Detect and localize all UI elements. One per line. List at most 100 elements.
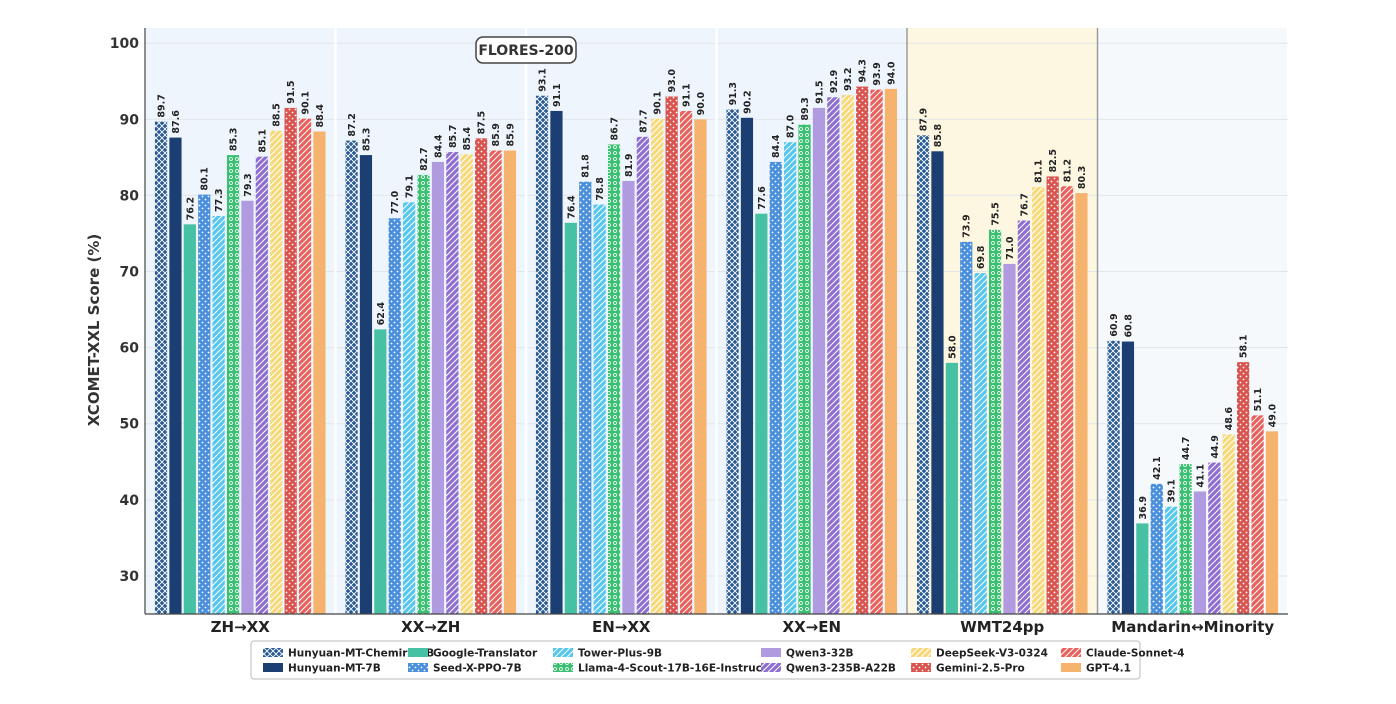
bar <box>298 118 312 615</box>
bar <box>1222 434 1235 614</box>
value-label: 76.4 <box>566 195 577 219</box>
bar <box>1060 186 1074 615</box>
value-label: 87.5 <box>477 111 488 134</box>
legend-label: Hunyuan-MT-7B <box>288 663 381 675</box>
value-label: 82.7 <box>419 147 430 170</box>
value-label: 81.8 <box>581 154 592 178</box>
y-tick-label: 90 <box>120 112 140 128</box>
value-label: 77.0 <box>390 190 401 214</box>
bar <box>1265 431 1279 614</box>
value-label: 85.9 <box>505 123 516 146</box>
x-tick-label: WMT24pp <box>960 618 1044 636</box>
value-label: 49.0 <box>1267 404 1278 428</box>
legend-label: Qwen3-32B <box>786 648 854 660</box>
bar <box>1003 263 1016 614</box>
value-label: 93.2 <box>843 68 854 91</box>
bar <box>374 329 387 614</box>
value-label: 78.8 <box>595 177 606 201</box>
value-label: 41.1 <box>1195 464 1206 487</box>
bar <box>755 213 768 614</box>
bar <box>665 96 678 614</box>
bar <box>740 117 754 614</box>
y-tick-label: 40 <box>120 493 140 509</box>
value-label: 85.4 <box>462 127 473 151</box>
value-label: 90.1 <box>653 91 664 114</box>
value-label: 85.1 <box>257 129 268 152</box>
bar <box>359 155 373 614</box>
bar <box>460 154 473 615</box>
value-label: 42.1 <box>1152 456 1163 479</box>
bar <box>313 131 326 615</box>
value-label: 93.0 <box>667 69 678 93</box>
bar <box>945 362 958 614</box>
bar <box>535 95 549 614</box>
bar <box>564 222 577 614</box>
value-label: 86.7 <box>610 117 621 140</box>
panel-separators <box>334 28 1099 614</box>
y-tick-label: 100 <box>110 36 139 52</box>
flores-annotation-box <box>475 36 577 64</box>
value-label: 81.9 <box>624 154 635 177</box>
bar <box>593 204 606 614</box>
bar <box>916 135 930 614</box>
value-label: 75.5 <box>991 202 1002 225</box>
bar <box>1251 415 1264 614</box>
bar <box>884 88 898 614</box>
bar <box>154 121 168 615</box>
value-label: 73.9 <box>962 214 973 237</box>
x-tick-label: XX→EN <box>783 618 842 636</box>
value-label: 93.1 <box>538 68 549 91</box>
flores-annotation-text: FLORES-200 <box>478 43 574 59</box>
legend-swatch <box>263 648 283 657</box>
bar <box>169 137 182 615</box>
value-label: 39.1 <box>1167 479 1178 502</box>
value-label: 80.1 <box>200 167 211 190</box>
legend-swatch <box>408 663 428 672</box>
value-label: 92.9 <box>829 70 840 93</box>
value-label: 51.1 <box>1253 388 1264 411</box>
bar <box>636 136 649 615</box>
legend-label: Gemini-2.5-Pro <box>936 663 1025 675</box>
bar <box>931 151 944 614</box>
value-label: 62.4 <box>376 302 387 326</box>
legend-label: Google-Translator <box>433 648 538 660</box>
legend-swatch <box>761 648 781 657</box>
value-label: 91.3 <box>728 82 739 105</box>
bar <box>183 224 196 614</box>
bars <box>154 86 1279 615</box>
bar <box>579 181 592 615</box>
bar <box>1237 362 1250 614</box>
value-label: 89.7 <box>157 94 168 117</box>
legend-swatch <box>761 663 781 672</box>
bar <box>1046 176 1059 615</box>
bar <box>212 215 225 614</box>
bar <box>284 107 297 614</box>
y-tick-label: 70 <box>120 265 140 281</box>
bar <box>403 202 416 614</box>
legend-swatch <box>911 663 931 672</box>
y-axis-label: XCOMET-XXL Score (%) <box>85 234 103 426</box>
value-label: 76.2 <box>185 197 196 220</box>
bar <box>1193 491 1207 614</box>
value-label: 87.6 <box>171 110 182 134</box>
bar <box>1208 462 1221 614</box>
axes: 30 40 50 60 70 80 90 100 ZH→XX XX→ZH EN→XX XX→EN WMT… <box>110 28 1288 636</box>
bar <box>1075 193 1088 615</box>
bar <box>475 138 488 614</box>
value-label: 44.9 <box>1210 435 1221 458</box>
bar <box>679 110 693 614</box>
bar <box>856 86 869 615</box>
value-label: 85.8 <box>933 123 944 147</box>
value-label: 85.3 <box>361 128 372 151</box>
value-label: 90.0 <box>696 91 707 115</box>
value-label: 71.0 <box>1005 236 1016 260</box>
value-label: 90.2 <box>742 90 753 113</box>
y-tick-label: 30 <box>120 569 140 585</box>
value-label: 69.8 <box>976 245 987 269</box>
bar <box>769 161 782 614</box>
value-label: 82.5 <box>1048 149 1059 172</box>
value-label: 77.6 <box>757 186 768 210</box>
bar <box>870 89 883 614</box>
bar <box>1017 220 1030 615</box>
